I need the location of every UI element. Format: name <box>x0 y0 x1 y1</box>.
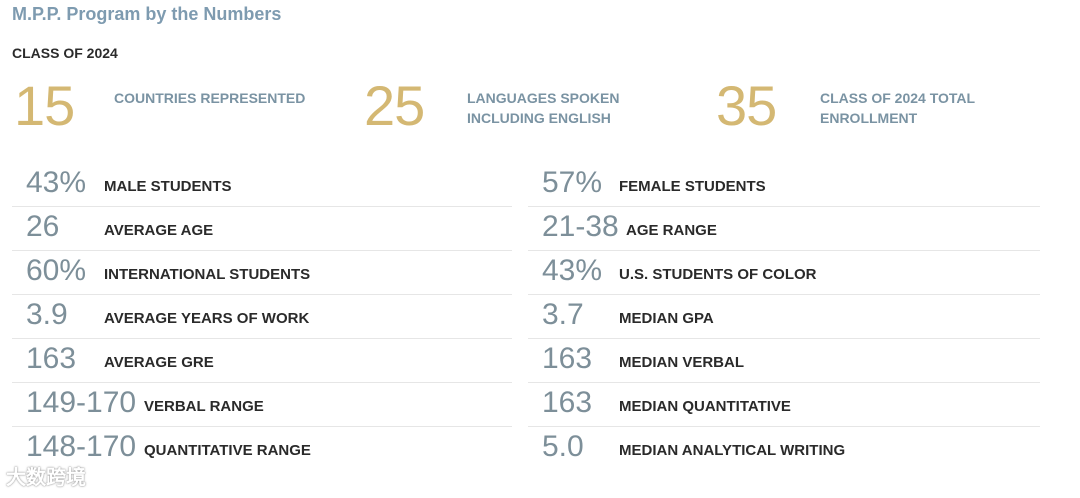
stat-value: 3.7 <box>542 298 584 331</box>
highlight-languages-label: LANGUAGES SPOKEN INCLUDING ENGLISH <box>467 88 619 128</box>
stat-label: AVERAGE GRE <box>104 354 214 371</box>
stat-label: VERBAL RANGE <box>144 398 264 415</box>
stat-value: 60% <box>26 254 87 287</box>
stat-value: 57% <box>542 166 603 199</box>
stat-label: QUANTITATIVE RANGE <box>144 442 311 459</box>
stat-label: MALE STUDENTS <box>104 178 232 195</box>
stat-row-median-quantitative: 163 MEDIAN QUANTITATIVE <box>528 382 1040 427</box>
stat-row-students-of-color: 43% U.S. STUDENTS OF COLOR <box>528 250 1040 295</box>
stat-row-verbal-range: 149-170 VERBAL RANGE <box>12 382 512 427</box>
stat-label: INTERNATIONAL STUDENTS <box>104 266 311 283</box>
stat-value: 148-170 <box>26 430 137 463</box>
stat-label: MEDIAN QUANTITATIVE <box>619 398 791 415</box>
stat-label: U.S. STUDENTS OF COLOR <box>619 266 817 283</box>
highlight-languages-value: 25 <box>364 74 425 137</box>
highlight-countries-label: COUNTRIES REPRESENTED <box>114 88 305 108</box>
stat-label: AVERAGE AGE <box>104 222 214 239</box>
stat-label: MEDIAN GPA <box>619 310 714 327</box>
stat-row-median-analytical-writing: 5.0 MEDIAN ANALYTICAL WRITING <box>528 426 1040 470</box>
stat-value: 163 <box>542 386 593 419</box>
stat-value: 26 <box>26 210 60 243</box>
watermark: 大数跨境 <box>6 465 86 489</box>
stat-row-male-students: 43% MALE STUDENTS <box>12 162 512 207</box>
highlight-enrollment-label: CLASS OF 2024 TOTAL ENROLLMENT <box>820 88 975 128</box>
stat-label: MEDIAN ANALYTICAL WRITING <box>619 442 846 459</box>
highlight-countries-value: 15 <box>14 74 75 137</box>
stat-value: 163 <box>26 342 77 375</box>
stat-value: 3.9 <box>26 298 68 331</box>
stat-value: 43% <box>542 254 603 287</box>
stat-row-international-students: 60% INTERNATIONAL STUDENTS <box>12 250 512 295</box>
page-title: M.P.P. Program by the Numbers <box>12 4 282 24</box>
stat-value: 21-38 <box>542 210 619 243</box>
highlight-enrollment-value: 35 <box>716 74 777 137</box>
stat-row-years-of-work: 3.9 AVERAGE YEARS OF WORK <box>12 294 512 339</box>
stat-value: 149-170 <box>26 386 137 419</box>
stat-row-female-students: 57% FEMALE STUDENTS <box>528 162 1040 207</box>
stat-label: FEMALE STUDENTS <box>619 178 766 195</box>
stat-value: 163 <box>542 342 593 375</box>
stat-value: 5.0 <box>542 430 584 463</box>
stat-row-median-verbal: 163 MEDIAN VERBAL <box>528 338 1040 383</box>
stat-row-age-range: 21-38 AGE RANGE <box>528 206 1040 251</box>
class-label: CLASS OF 2024 <box>12 45 118 61</box>
highlight-label-line: LANGUAGES SPOKEN <box>467 90 620 106</box>
highlight-label-line: ENROLLMENT <box>820 110 918 126</box>
stat-row-average-gre: 163 AVERAGE GRE <box>12 338 512 383</box>
highlight-label-line: COUNTRIES REPRESENTED <box>114 90 306 106</box>
stat-row-median-gpa: 3.7 MEDIAN GPA <box>528 294 1040 339</box>
stat-row-quantitative-range: 148-170 QUANTITATIVE RANGE <box>12 426 512 470</box>
stat-row-average-age: 26 AVERAGE AGE <box>12 206 512 251</box>
highlight-label-line: INCLUDING ENGLISH <box>467 110 611 126</box>
highlight-label-line: CLASS OF 2024 TOTAL <box>820 90 976 106</box>
stat-label: AGE RANGE <box>626 222 717 239</box>
stat-label: MEDIAN VERBAL <box>619 354 745 371</box>
stat-value: 43% <box>26 166 87 199</box>
stat-label: AVERAGE YEARS OF WORK <box>104 310 310 327</box>
